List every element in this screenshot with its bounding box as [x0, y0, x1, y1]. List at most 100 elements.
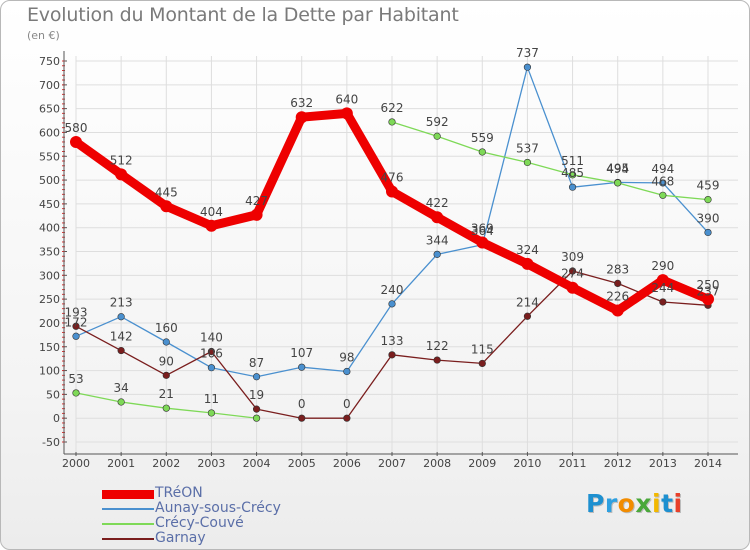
data-label: 559: [471, 131, 494, 145]
data-label: 240: [381, 283, 404, 297]
data-label: 468: [651, 174, 674, 188]
data-label: 226: [606, 290, 629, 304]
x-tick-label: 2010: [513, 457, 541, 470]
data-point: [659, 191, 667, 199]
y-tick-label: 300: [39, 269, 60, 282]
y-tick-label: 400: [39, 222, 60, 235]
data-label: 344: [426, 233, 449, 247]
data-point: [568, 171, 577, 179]
data-point: [298, 363, 306, 371]
data-point: [568, 183, 577, 191]
data-label: 98: [339, 351, 354, 365]
data-label: 511: [561, 154, 584, 168]
data-point: [611, 304, 624, 317]
data-point: [295, 111, 308, 124]
data-point: [160, 200, 173, 213]
logo-letter: i: [673, 489, 683, 518]
data-label: 160: [155, 321, 178, 335]
data-point: [431, 211, 444, 224]
data-point: [343, 414, 351, 422]
data-label: 106: [200, 347, 223, 361]
data-point: [568, 267, 577, 275]
data-label: 622: [381, 101, 404, 115]
data-label: 404: [200, 205, 223, 219]
data-point: [343, 367, 351, 376]
x-tick-label: 2000: [62, 457, 90, 470]
y-tick-label: 100: [39, 365, 60, 378]
legend-swatch: [102, 490, 154, 499]
data-label: 53: [68, 372, 83, 386]
data-point: [252, 405, 261, 413]
data-point: [478, 359, 486, 368]
data-point: [72, 322, 80, 330]
y-tick-label: 750: [39, 55, 60, 68]
data-point: [388, 300, 396, 308]
data-point: [252, 373, 261, 381]
data-label: 140: [200, 331, 223, 345]
data-point: [433, 132, 441, 140]
legend-swatch: [102, 508, 154, 510]
data-label: 213: [110, 296, 133, 310]
data-label: 237: [697, 284, 720, 298]
logo-letter: x: [635, 489, 652, 518]
x-tick-label: 2012: [604, 457, 632, 470]
data-point: [162, 338, 170, 346]
data-label: 324: [516, 243, 539, 257]
data-point: [388, 118, 396, 126]
data-label: 250: [697, 278, 720, 292]
data-point: [207, 409, 216, 417]
y-tick-label: 200: [39, 317, 60, 330]
data-label: 390: [697, 211, 720, 225]
data-point: [614, 179, 622, 187]
data-label: 214: [516, 295, 539, 309]
legend-swatch: [102, 523, 154, 525]
data-label: 290: [651, 259, 674, 273]
data-label: 142: [110, 330, 133, 344]
data-label: 512: [110, 153, 133, 167]
data-point: [386, 185, 398, 198]
data-point: [521, 257, 534, 270]
data-label: 283: [606, 262, 629, 276]
x-tick-label: 2014: [694, 457, 722, 470]
data-label: 632: [290, 96, 313, 110]
data-point: [656, 274, 669, 287]
x-tick-label: 2006: [333, 457, 361, 470]
legend-label: TRéON: [155, 485, 203, 501]
data-point: [523, 63, 532, 71]
y-tick-label: 650: [39, 103, 60, 116]
data-point: [117, 398, 125, 406]
data-label: 427: [245, 194, 268, 208]
data-point: [117, 313, 125, 321]
y-tick-label: 700: [39, 79, 60, 92]
data-point: [614, 279, 622, 288]
data-label: 476: [381, 170, 404, 184]
y-tick-label: 0: [53, 412, 60, 425]
data-point: [72, 332, 80, 340]
data-label: 90: [159, 354, 174, 368]
data-label: 580: [65, 121, 88, 135]
data-point: [115, 168, 128, 181]
x-tick-label: 2011: [559, 457, 587, 470]
data-label: 193: [65, 305, 88, 319]
data-label: 537: [516, 141, 539, 155]
y-tick-label: 350: [39, 246, 60, 259]
data-label: 445: [155, 185, 178, 199]
data-point: [478, 148, 486, 156]
data-point: [340, 107, 353, 120]
data-label: 122: [426, 339, 449, 353]
data-label: 274: [561, 267, 584, 281]
x-tick-label: 2013: [649, 457, 677, 470]
y-tick-label: 600: [39, 126, 60, 139]
unit-label: (en €): [27, 29, 60, 42]
data-point: [250, 208, 263, 221]
logo-letter: r: [604, 489, 618, 518]
data-point: [207, 347, 216, 356]
x-tick-label: 2002: [152, 457, 180, 470]
y-tick-label: 450: [39, 198, 60, 211]
data-point: [704, 228, 712, 237]
data-point: [162, 371, 170, 379]
data-label: 422: [426, 196, 449, 210]
data-label: 0: [298, 397, 306, 411]
